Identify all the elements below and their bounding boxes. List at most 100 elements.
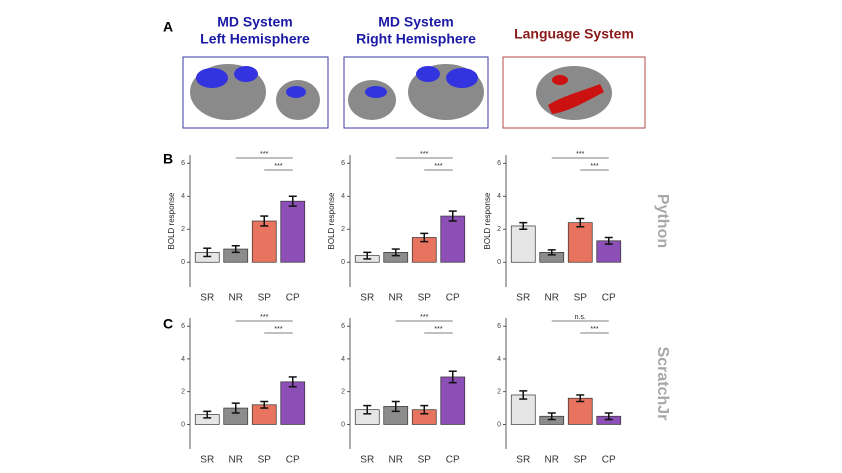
panel-label: B <box>163 151 173 167</box>
x-tick-label: CP <box>286 455 300 466</box>
y-tick-label: 4 <box>497 193 501 200</box>
x-tick-label: SP <box>258 293 272 304</box>
y-tick-label: 0 <box>181 259 185 266</box>
y-tick-label: 6 <box>181 323 185 330</box>
error-bar <box>391 248 400 257</box>
x-tick-label: NR <box>545 455 559 466</box>
x-tick-label: CP <box>446 455 460 466</box>
y-tick-label: 0 <box>341 421 345 428</box>
bar <box>567 222 593 263</box>
significance-label: *** <box>274 163 282 170</box>
error-bar <box>420 404 429 415</box>
y-tick-label: 4 <box>341 356 345 363</box>
significance-label: *** <box>576 151 584 158</box>
error-bar <box>604 236 613 245</box>
error-bar <box>203 410 212 419</box>
y-tick-label: 4 <box>341 193 345 200</box>
error-bar <box>448 210 457 222</box>
bar <box>280 200 306 263</box>
y-axis-label: BOLD response <box>167 192 176 249</box>
y-tick-label: 4 <box>497 356 501 363</box>
x-tick-label: SP <box>574 455 588 466</box>
y-tick-label: 2 <box>497 389 501 396</box>
error-bar <box>547 412 556 421</box>
error-bar <box>260 215 269 227</box>
system-title: MD System <box>217 14 292 30</box>
y-tick-label: 0 <box>497 259 501 266</box>
x-tick-label: SR <box>360 293 374 304</box>
bar <box>280 381 306 425</box>
y-tick-label: 2 <box>497 226 501 233</box>
bar <box>411 237 437 263</box>
significance-label: n.s. <box>575 314 586 321</box>
y-tick-label: 4 <box>181 193 185 200</box>
x-tick-label: NR <box>229 293 243 304</box>
x-tick-label: NR <box>389 293 403 304</box>
y-tick-label: 2 <box>181 389 185 396</box>
bar <box>440 376 466 425</box>
panel-label: C <box>163 316 173 332</box>
y-tick-label: 6 <box>497 160 501 167</box>
y-tick-label: 6 <box>497 323 501 330</box>
y-tick-label: 6 <box>181 160 185 167</box>
error-bar <box>519 390 528 400</box>
significance-label: *** <box>434 326 442 333</box>
x-tick-label: CP <box>602 293 616 304</box>
error-bar <box>576 394 585 403</box>
error-bar <box>604 412 613 421</box>
system-title: Left Hemisphere <box>200 31 310 47</box>
error-bar <box>260 400 269 409</box>
significance-label: *** <box>274 326 282 333</box>
x-tick-label: SR <box>200 293 214 304</box>
y-tick-label: 2 <box>341 389 345 396</box>
x-tick-label: SP <box>418 293 432 304</box>
x-tick-label: CP <box>286 293 300 304</box>
x-tick-label: NR <box>389 455 403 466</box>
significance-label: *** <box>260 314 268 321</box>
row-label: Python <box>654 194 671 248</box>
x-tick-label: SR <box>516 455 530 466</box>
significance-label: *** <box>434 163 442 170</box>
system-title: MD System <box>378 14 453 30</box>
significance-label: *** <box>420 151 428 158</box>
error-bar <box>547 249 556 256</box>
y-tick-label: 6 <box>341 323 345 330</box>
bar <box>510 225 536 263</box>
row-label: ScratchJr <box>654 347 671 421</box>
y-axis-label: BOLD response <box>483 192 492 249</box>
error-bar <box>420 232 429 243</box>
x-tick-label: SP <box>258 455 272 466</box>
error-bar <box>576 217 585 228</box>
brain-image <box>536 66 612 120</box>
bar <box>440 215 466 263</box>
y-tick-label: 2 <box>341 226 345 233</box>
error-bar <box>448 370 457 384</box>
x-tick-label: NR <box>545 293 559 304</box>
x-tick-label: SP <box>418 455 432 466</box>
bar <box>251 220 277 263</box>
bar <box>567 397 593 425</box>
x-tick-label: CP <box>602 455 616 466</box>
y-tick-label: 6 <box>341 160 345 167</box>
error-bar <box>391 400 400 413</box>
error-bar <box>363 404 372 415</box>
x-tick-label: NR <box>229 455 243 466</box>
bar <box>510 394 536 425</box>
x-tick-label: SR <box>360 455 374 466</box>
x-tick-label: SP <box>574 293 588 304</box>
panel-label: A <box>163 19 173 35</box>
x-tick-label: CP <box>446 293 460 304</box>
error-bar <box>203 247 212 258</box>
y-tick-label: 4 <box>181 356 185 363</box>
significance-label: *** <box>590 326 598 333</box>
error-bar <box>231 245 240 254</box>
error-bar <box>519 221 528 230</box>
y-tick-label: 0 <box>497 421 501 428</box>
x-tick-label: SR <box>200 455 214 466</box>
error-bar <box>363 251 372 260</box>
system-title: Right Hemisphere <box>356 31 476 47</box>
error-bar <box>288 376 297 388</box>
error-bar <box>288 195 297 207</box>
y-tick-label: 2 <box>181 226 185 233</box>
